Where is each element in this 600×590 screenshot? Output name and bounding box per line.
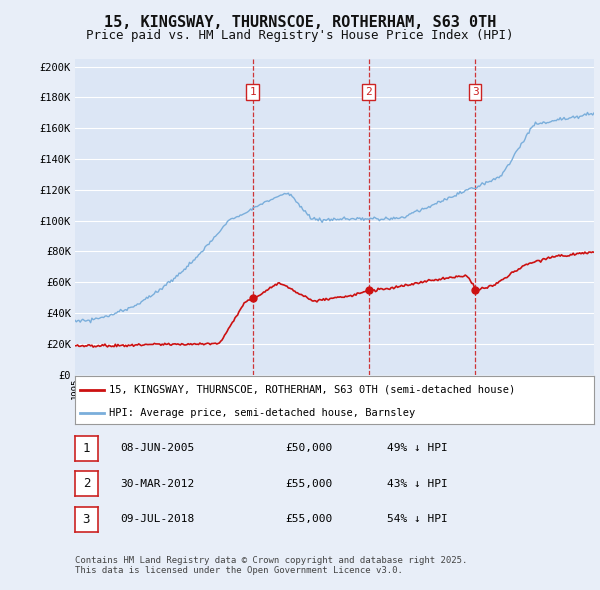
Text: 3: 3 [472, 87, 479, 97]
Text: 43% ↓ HPI: 43% ↓ HPI [387, 479, 448, 489]
Text: 2: 2 [365, 87, 372, 97]
Text: 54% ↓ HPI: 54% ↓ HPI [387, 514, 448, 524]
Text: 1: 1 [83, 442, 90, 455]
Text: £55,000: £55,000 [285, 514, 332, 524]
Text: 2: 2 [83, 477, 90, 490]
Text: 30-MAR-2012: 30-MAR-2012 [120, 479, 194, 489]
Text: 49% ↓ HPI: 49% ↓ HPI [387, 444, 448, 453]
Text: 15, KINGSWAY, THURNSCOE, ROTHERHAM, S63 0TH (semi-detached house): 15, KINGSWAY, THURNSCOE, ROTHERHAM, S63 … [109, 385, 515, 395]
Text: 3: 3 [83, 513, 90, 526]
Text: 08-JUN-2005: 08-JUN-2005 [120, 444, 194, 453]
Text: HPI: Average price, semi-detached house, Barnsley: HPI: Average price, semi-detached house,… [109, 408, 415, 418]
Text: Contains HM Land Registry data © Crown copyright and database right 2025.
This d: Contains HM Land Registry data © Crown c… [75, 556, 467, 575]
Text: £55,000: £55,000 [285, 479, 332, 489]
Text: Price paid vs. HM Land Registry's House Price Index (HPI): Price paid vs. HM Land Registry's House … [86, 30, 514, 42]
Text: 1: 1 [249, 87, 256, 97]
Text: 09-JUL-2018: 09-JUL-2018 [120, 514, 194, 524]
Text: £50,000: £50,000 [285, 444, 332, 453]
Text: 15, KINGSWAY, THURNSCOE, ROTHERHAM, S63 0TH: 15, KINGSWAY, THURNSCOE, ROTHERHAM, S63 … [104, 15, 496, 30]
